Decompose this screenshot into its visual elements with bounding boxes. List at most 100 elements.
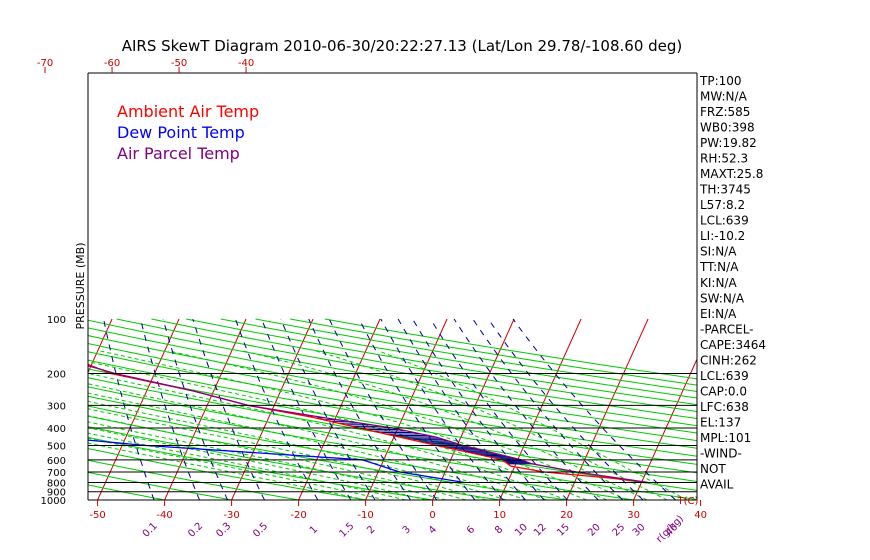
mixing-ratio-label: 0.5 xyxy=(251,521,270,540)
dry-adiabat xyxy=(88,484,165,500)
mixing-ratio-label: 12 xyxy=(532,522,549,539)
legend-entry-air-parcel-temp: Air Parcel Temp xyxy=(117,144,240,163)
dry-adiabat xyxy=(220,318,697,399)
x-top-tick-label: -40 xyxy=(238,58,254,69)
index-item: SW:N/A xyxy=(700,291,745,305)
moist-adiabat xyxy=(88,427,427,500)
mixing-ratio-line xyxy=(261,318,352,500)
index-item: TT:N/A xyxy=(699,260,739,274)
index-item: WB0:398 xyxy=(700,121,755,135)
mixing-ratio-line xyxy=(103,318,155,500)
moist-adiabat xyxy=(88,361,587,500)
isotherm xyxy=(566,318,649,500)
index-item: CAP:0.0 xyxy=(700,384,747,398)
series-dew-point-temp xyxy=(88,439,465,484)
index-item: TH:3745 xyxy=(699,183,751,197)
x-tick-label: 0 xyxy=(429,510,435,521)
dry-adiabat xyxy=(88,448,366,500)
moist-adiabat xyxy=(88,392,527,500)
mixing-ratio-line xyxy=(140,318,200,500)
dry-adiabat xyxy=(255,318,697,392)
mixing-ratio-label: 6 xyxy=(465,524,477,536)
mixing-ratio-line xyxy=(430,318,568,500)
moist-adiabat xyxy=(88,442,366,500)
mixing-ratio-line xyxy=(192,318,265,500)
x-tick-label: 20 xyxy=(560,510,573,521)
index-item: -PARCEL- xyxy=(700,322,754,336)
index-item: -WIND- xyxy=(700,446,742,460)
legend-entry-ambient-air-temp: Ambient Air Temp xyxy=(117,102,259,121)
y-tick-label: 700 xyxy=(47,468,66,479)
dry-adiabat xyxy=(88,471,232,500)
moist-adiabat xyxy=(88,372,567,500)
index-item: FRZ:585 xyxy=(700,105,750,119)
mixing-ratio-label: 1.5 xyxy=(338,521,357,540)
x-tick-label: -20 xyxy=(290,510,306,521)
series-lines xyxy=(88,363,649,484)
index-item: MAXT:25.8 xyxy=(700,167,763,181)
index-item: NOT xyxy=(700,462,726,476)
isotherm xyxy=(768,319,849,500)
index-item: KI:N/A xyxy=(700,276,737,290)
index-item: EI:N/A xyxy=(700,307,737,321)
index-item: LCL:639 xyxy=(700,369,749,383)
mixing-ratio-line xyxy=(380,318,504,500)
dry-adiabat xyxy=(88,415,567,500)
y-tick-label: 100 xyxy=(47,315,66,326)
x-tick-label: 30 xyxy=(627,510,640,521)
mixing-ratio-label: 0.3 xyxy=(214,521,233,540)
y-tick-label: 400 xyxy=(47,424,66,435)
mixing-ratio-label: 30 xyxy=(631,522,648,539)
x-top-tick-label: -60 xyxy=(104,58,120,69)
y-tick-label: 200 xyxy=(47,369,66,380)
mixing-ratio-line xyxy=(453,318,599,500)
index-item: EL:137 xyxy=(700,415,741,429)
dry-adiabat xyxy=(88,426,500,500)
moist-adiabat xyxy=(88,400,507,500)
x-axis-label: T(C) xyxy=(677,496,699,507)
mixing-ratio-label: 25 xyxy=(611,522,628,539)
index-item: CAPE:3464 xyxy=(700,338,766,352)
x-tick-label: -40 xyxy=(156,510,172,521)
mixing-ratio-line xyxy=(358,318,476,500)
mixing-ratio-line xyxy=(472,318,624,500)
mixing-ratio-label: 2 xyxy=(365,524,377,536)
x-tick-label: -30 xyxy=(223,510,239,521)
mixing-ratio-line xyxy=(280,318,376,500)
mixing-ratio-line xyxy=(162,318,229,500)
dry-adiabat xyxy=(88,368,697,474)
dry-adiabat xyxy=(88,319,697,427)
mixing-ratio-label: 15 xyxy=(555,522,572,539)
dry-adiabat xyxy=(88,351,697,457)
x-top-tick-label: -50 xyxy=(171,58,187,69)
y-tick-label: 900 xyxy=(47,488,66,499)
isotherm xyxy=(88,318,113,374)
x-tick-label: 10 xyxy=(493,510,506,521)
moist-adiabat xyxy=(88,383,547,500)
index-item: MW:N/A xyxy=(700,90,748,104)
dry-adiabat xyxy=(88,335,697,442)
chart-title: AIRS SkewT Diagram 2010-06-30/20:22:27.1… xyxy=(122,37,683,55)
index-item: AVAIL xyxy=(700,478,734,492)
index-item: CINH:262 xyxy=(700,353,757,367)
mixing-ratio-label: 3 xyxy=(401,524,413,536)
dry-adiabat xyxy=(186,318,697,406)
moist-adiabat xyxy=(88,421,447,500)
mixing-ratio-axis-label: r(g/kg) xyxy=(654,513,686,545)
index-item: RH:52.3 xyxy=(700,152,748,166)
dry-adiabat xyxy=(88,343,697,449)
index-item: LI:-10.2 xyxy=(700,229,745,243)
y-tick-label: 300 xyxy=(47,401,66,412)
y-tick-label: 600 xyxy=(47,456,66,467)
mixing-ratio-label: 0.2 xyxy=(186,521,205,540)
isotherm xyxy=(0,319,45,500)
legend-entry-dew-point-temp: Dew Point Temp xyxy=(117,123,245,142)
isotherm xyxy=(365,318,448,500)
index-item: MPL:101 xyxy=(700,431,751,445)
mixing-ratio-label: 8 xyxy=(493,524,505,536)
y-axis-label: PRESSURE (MB) xyxy=(74,243,87,330)
x-tick-label: -50 xyxy=(89,510,105,521)
legend: Ambient Air Temp Dew Point Temp Air Parcel… xyxy=(117,102,259,163)
isotherm xyxy=(298,318,381,500)
